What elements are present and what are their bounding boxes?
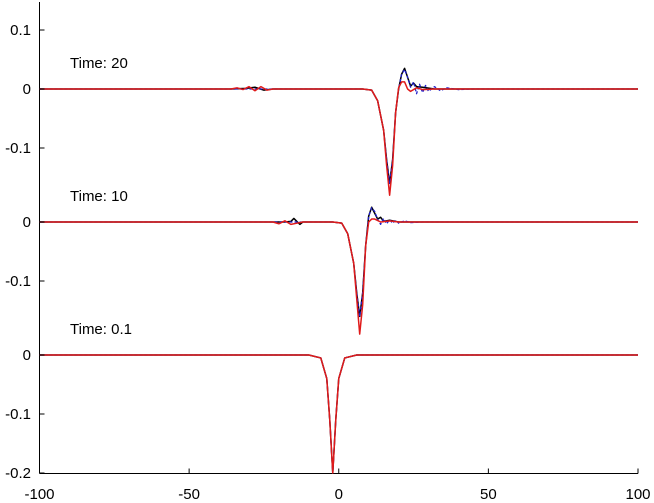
series-layer [39, 67, 638, 474]
panel-label-time-0-1: Time: 0.1 [70, 321, 132, 338]
y-tick-label-panel-0-0: 0 [23, 347, 31, 364]
series-line-panel-2-2 [39, 81, 638, 196]
x-tick-label-0: -100 [24, 486, 54, 503]
series-line-panel-1-1 [39, 207, 638, 318]
panel-label-time-10: Time: 10 [70, 188, 128, 205]
series-line-panel-0-0 [39, 354, 638, 474]
x-tick-label-2: 0 [335, 486, 343, 503]
series-line-panel-2-1 [39, 68, 638, 185]
x-tick-label-1: -50 [178, 486, 200, 503]
y-tick-label-panel-2-2: -0.1 [5, 140, 31, 157]
x-tick-label-3: 50 [480, 486, 497, 503]
y-tick-label-panel-1-0: 0 [23, 214, 31, 231]
series-line-panel-2-0 [39, 67, 638, 185]
series-line-panel-1-2 [39, 218, 638, 335]
y-tick-label-panel-1-1: -0.1 [5, 273, 31, 290]
series-line-panel-0-2 [39, 354, 638, 474]
x-tick-label-4: 100 [625, 486, 650, 503]
panel-label-time-20: Time: 20 [70, 55, 128, 72]
axis-ticks-layer: 0 -0.1 -0.2 0 -0.1 0.1 0 -0.1 -100 -50 0 50 100 [5, 22, 650, 503]
y-tick-label-panel-0-2: -0.2 [5, 465, 31, 482]
series-line-panel-1-0 [39, 206, 638, 318]
y-tick-label-panel-0-1: -0.1 [5, 406, 31, 423]
y-tick-label-panel-2-1: 0 [23, 81, 31, 98]
series-line-panel-0-1 [39, 354, 638, 474]
y-tick-label-panel-2-0: 0.1 [10, 22, 31, 39]
